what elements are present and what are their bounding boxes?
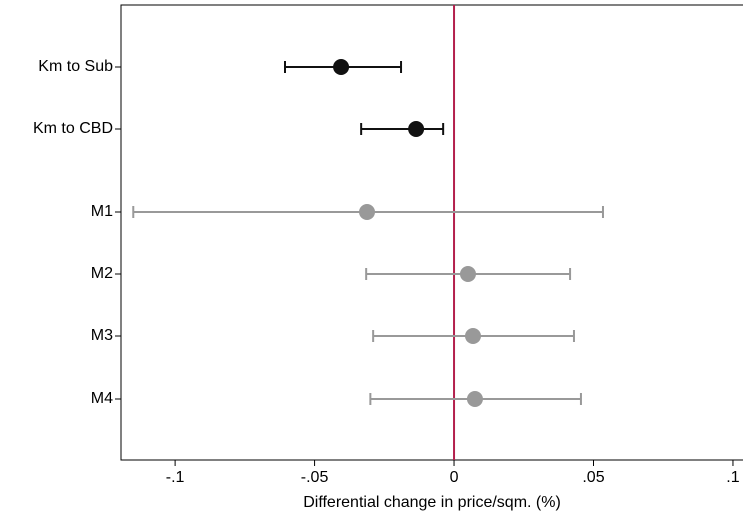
x-tick-label: -.1 bbox=[166, 469, 185, 486]
x-tick-label: .05 bbox=[582, 469, 604, 486]
point bbox=[466, 391, 483, 407]
y-tick-label: Km to CBD bbox=[33, 120, 113, 137]
y-tick-label: M4 bbox=[91, 390, 113, 407]
y-tick-label: M3 bbox=[91, 327, 113, 344]
y-tick-label: M1 bbox=[91, 203, 113, 220]
point bbox=[359, 204, 376, 220]
point bbox=[459, 266, 476, 282]
x-axis-label: Differential change in price/sqm. (%) bbox=[303, 494, 561, 511]
x-tick-label: 0 bbox=[450, 469, 459, 486]
y-tick-label: Km to Sub bbox=[38, 58, 113, 75]
point bbox=[333, 59, 350, 75]
point bbox=[408, 121, 425, 137]
point bbox=[465, 328, 482, 344]
x-tick-label: .1 bbox=[726, 469, 739, 486]
plot-frame bbox=[120, 4, 743, 461]
x-tick-label: -.05 bbox=[301, 469, 329, 486]
y-tick-label: M2 bbox=[91, 265, 113, 282]
